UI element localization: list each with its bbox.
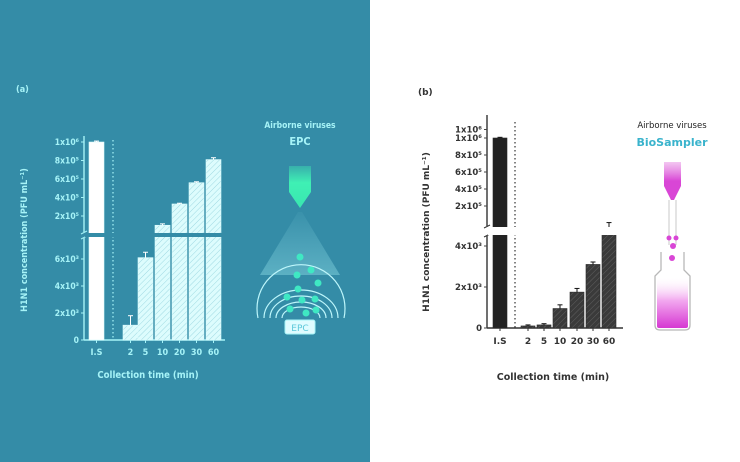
chart-a-axis-break-mark: [80, 230, 88, 235]
chart-b-axis-break-gap: [488, 227, 624, 235]
epc-illustration: Airborne viruses EPC: [256, 121, 346, 335]
chart-a-ytick-label: 2x10⁵: [55, 212, 79, 222]
epc-nozzle-icon: [289, 166, 311, 208]
chart-b-bar-20: [569, 291, 585, 329]
chart-b-bar-60: [601, 229, 617, 329]
chart-a-ytick-label: 6x10³: [55, 255, 79, 265]
chart-a-ytick-label: 2x10³: [55, 309, 79, 319]
epc-title-line2: EPC: [289, 135, 310, 148]
chart-b-xtick-label: I.S: [493, 337, 506, 347]
chart-a-axis-break-gap: [85, 233, 226, 237]
chart-b-bar-2: [520, 325, 536, 329]
chart-a-xtick-label: 5: [143, 348, 149, 358]
biosampler-illustration: Airborne viruses BioSampler: [636, 121, 708, 331]
chart-b-bar-30: [585, 264, 601, 329]
chart-b-ytick-label: 4x10⁵: [455, 185, 482, 195]
chart-b-xtick-label: 20: [571, 337, 584, 347]
epc-device-icon: [284, 319, 316, 335]
chart-a-xtick-label: 2: [128, 348, 134, 358]
chart-a-bars: I.S 2 5 10 20 30 60: [88, 140, 222, 358]
chart-a-ytick-label: 4x10⁵: [55, 194, 79, 204]
chart-a-bar-20: [171, 203, 188, 341]
chart-b-ytick-label: 2x10³: [455, 283, 482, 293]
chart-a: (a) H1N1 concentration (PFU mL⁻¹) Collec…: [16, 85, 346, 381]
biosampler-nozzle-icon: [664, 162, 681, 200]
biosampler-title-line2: BioSampler: [636, 136, 708, 149]
panel-b-label: (b): [418, 88, 433, 98]
chart-a-xtick-label: 10: [157, 348, 169, 358]
virus-particles: [283, 253, 322, 317]
biosampler-droplets: [666, 235, 679, 261]
chart-a-ytick-label: 6x10⁵: [55, 175, 79, 185]
chart-a-ytick-label: 8x10⁵: [55, 157, 79, 167]
chart-b-ytick-label: 6x10⁵: [455, 168, 482, 178]
chart-b-ytick-label: 4x10³: [455, 242, 482, 252]
chart-b-xlabel: Collection time (min): [497, 372, 610, 383]
chart-b-bar-10: [552, 308, 568, 329]
epc-device-label: EPC: [291, 324, 308, 334]
chart-a-xtick-label: 60: [208, 348, 220, 358]
chart-b-xtick-label: 60: [603, 337, 616, 347]
chart-a-ytick-label: 1x10⁶: [55, 138, 80, 148]
chart-a-ytick-label: 4x10³: [55, 282, 79, 292]
chart-b-ytick-label: 0: [476, 324, 482, 334]
chart-b-axis-break-mark: [483, 224, 491, 229]
chart-b: (b) H1N1 concentration (PFU mL⁻¹) Collec…: [418, 88, 708, 383]
panel-a-label: (a): [16, 85, 29, 95]
chart-b-bar-5: [536, 324, 552, 329]
chart-b-ytick-label: 8x10⁵: [455, 151, 482, 161]
chart-b-xtick-label: 10: [554, 337, 567, 347]
biosampler-vessel-icon: [654, 252, 691, 331]
chart-b-ytick-label: 1x10⁶: [455, 126, 482, 136]
chart-a-bar-30: [188, 182, 205, 341]
epc-title-line1: Airborne viruses: [264, 121, 336, 131]
chart-b-xtick-label: 2: [525, 337, 531, 347]
chart-a-bar-10: [154, 224, 171, 341]
chart-a-ylabel: H1N1 concentration (PFU mL⁻¹): [20, 168, 30, 312]
chart-a-xtick-label: 20: [174, 348, 186, 358]
chart-a-bar-is: [88, 141, 105, 341]
chart-a-y-ticks: 0 2x10³ 4x10³ 6x10³ 2x10⁵ 4x10⁵ 6x10⁵ 8x10⁵ 1x10…: [55, 138, 84, 346]
chart-b-ytick-label: 2x10⁵: [455, 202, 482, 212]
chart-b-xtick-label: 5: [541, 337, 547, 347]
chart-a-ytick-label: 0: [74, 336, 79, 346]
biosampler-liquid: [657, 278, 688, 328]
chart-a-bar-5: [137, 257, 154, 341]
chart-a-xtick-label: 30: [191, 348, 203, 358]
chart-b-ytick-label: 1x10⁶: [455, 134, 482, 144]
biosampler-title-line1: Airborne viruses: [637, 121, 707, 131]
chart-a-xtick-label: I.S: [91, 348, 103, 358]
chart-b-ylabel: H1N1 concentration (PFU mL⁻¹): [422, 152, 432, 312]
chart-a-xlabel: Collection time (min): [97, 370, 198, 381]
chart-b-xtick-label: 30: [587, 337, 600, 347]
chart-a-bar-60: [205, 159, 222, 341]
chart-b-y-ticks: 0 2x10³ 4x10³ 2x10⁵ 4x10⁵ 6x10⁵ 8x10⁵ 1x10⁶1x10…: [455, 126, 487, 334]
epc-spray-cone: [260, 212, 340, 275]
chart-b-bars: I.S 2 5 10 20 30 60: [492, 136, 617, 347]
chart-a-bar-2: [122, 324, 139, 341]
